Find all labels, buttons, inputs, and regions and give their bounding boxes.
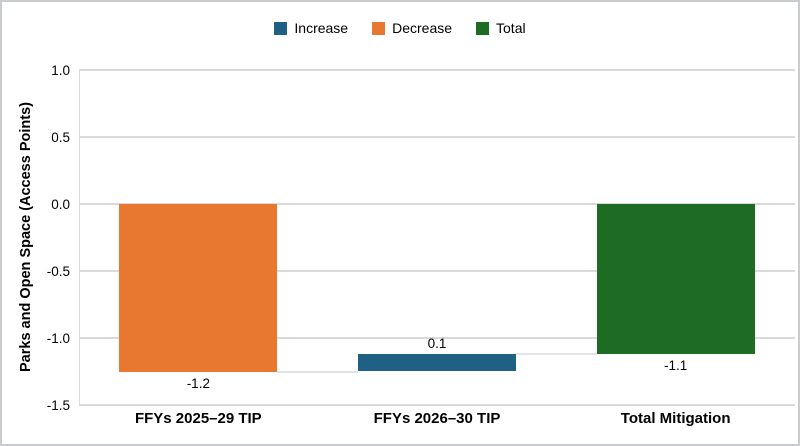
legend-swatch-decrease: [372, 22, 386, 35]
x-axis-category-label: FFYs 2025–29 TIP: [134, 410, 262, 427]
bar-increase: [358, 354, 516, 372]
legend: Increase Decrease Total: [2, 21, 798, 36]
legend-item-decrease: Decrease: [372, 21, 452, 36]
legend-swatch-total: [476, 22, 490, 35]
legend-label: Increase: [294, 20, 349, 36]
y-tick-label: -1.0: [46, 330, 70, 346]
legend-label: Total: [496, 20, 526, 36]
waterfall-connector: [516, 353, 597, 356]
gridline: [79, 337, 795, 339]
gridline: [79, 136, 795, 138]
legend-item-increase: Increase: [274, 21, 348, 36]
legend-label: Decrease: [392, 20, 453, 36]
y-tick-label: 1.0: [51, 62, 70, 78]
bar-value-label: -1.2: [186, 375, 210, 391]
y-tick-label: -1.5: [46, 397, 70, 413]
gridline: [79, 270, 795, 272]
bar-total: [596, 204, 755, 355]
gridline: [79, 404, 795, 406]
x-axis-category-label: Total Mitigation: [620, 410, 731, 427]
bar-value-label: -1.1: [664, 358, 688, 374]
x-axis-category-label: FFYs 2026–30 TIP: [373, 410, 501, 427]
bar-value-label: 0.1: [427, 336, 447, 352]
gridline: [79, 69, 795, 71]
y-tick-label: -0.5: [46, 263, 70, 279]
bar-decrease: [119, 204, 278, 372]
legend-item-total: Total: [476, 21, 526, 36]
y-tick-label: 0.5: [51, 129, 70, 145]
y-axis-title: Parks and Open Space (Access Points): [18, 102, 34, 372]
gridline: [79, 203, 795, 205]
waterfall-connector: [277, 370, 358, 373]
y-tick-label: 0.0: [51, 196, 70, 212]
legend-swatch-increase: [274, 22, 288, 35]
y-axis-line: [78, 70, 80, 405]
